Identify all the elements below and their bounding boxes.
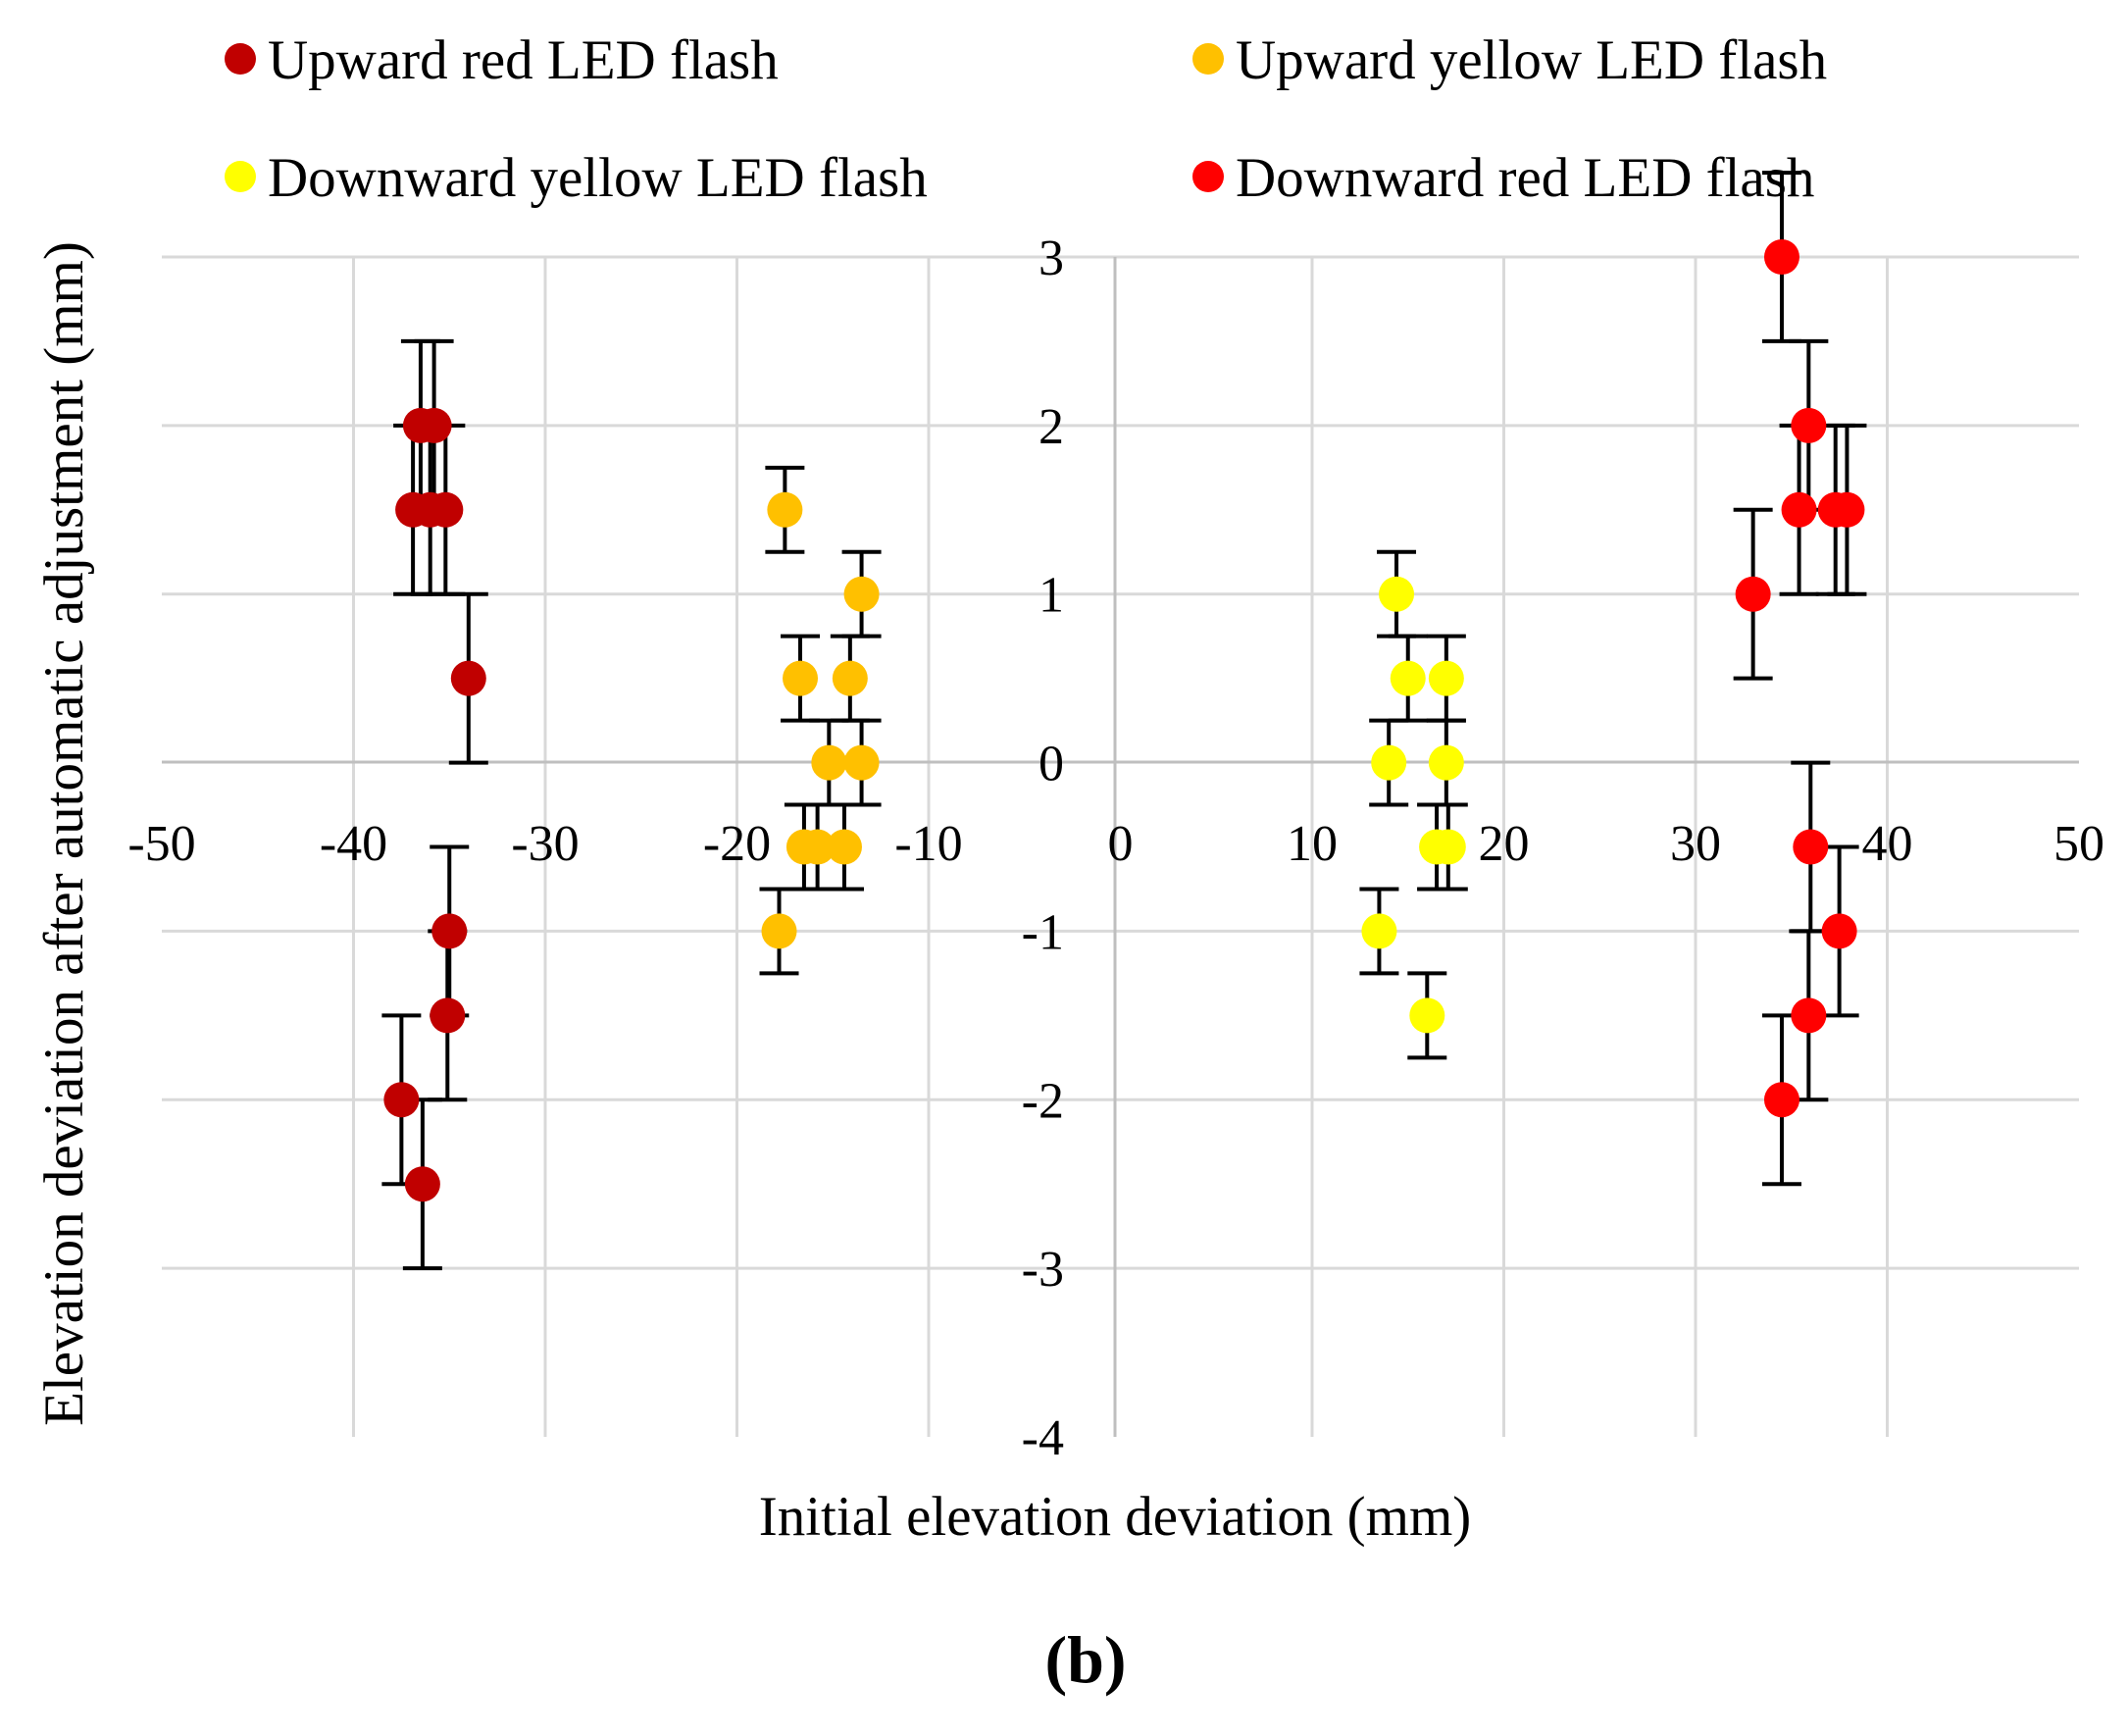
data-point: [832, 660, 868, 696]
y-tick-label: -2: [1022, 1073, 1064, 1129]
legend-item: Downward yellow LED flash: [225, 147, 928, 209]
x-tick-label: 0: [1108, 816, 1134, 872]
y-tick-label: -1: [1022, 904, 1064, 960]
x-tick-label: -10: [894, 816, 962, 872]
y-tick-label: 1: [1039, 568, 1064, 624]
data-point: [799, 829, 836, 865]
data-point: [404, 1166, 440, 1202]
x-tick-label: -40: [320, 816, 387, 872]
x-tick-label: 10: [1287, 816, 1338, 872]
panel-label: (b): [1044, 1622, 1126, 1697]
legend-item: Upward yellow LED flash: [1192, 29, 1827, 91]
data-point: [843, 576, 880, 612]
legend-item: Downward red LED flash: [1192, 147, 1814, 209]
data-point: [1829, 491, 1865, 528]
legend: Upward red LED flash Upward yellow LED fl…: [225, 29, 1827, 209]
data-point: [431, 913, 468, 949]
data-point: [1379, 576, 1415, 612]
data-point: [1409, 997, 1445, 1034]
data-point: [783, 660, 819, 696]
legend-marker: [1192, 43, 1224, 75]
x-tick-label: 50: [2053, 816, 2104, 872]
legend-label: Downward red LED flash: [1236, 147, 1814, 209]
data-point: [450, 660, 486, 696]
data-point: [1793, 829, 1829, 865]
x-tick-label: 30: [1670, 816, 1721, 872]
data-point: [416, 407, 452, 443]
y-tick-label: -3: [1022, 1242, 1064, 1298]
data-point: [843, 744, 880, 781]
data-point: [1735, 576, 1771, 612]
series-4: [1733, 171, 1867, 1187]
x-tick-label: 40: [1862, 816, 1913, 872]
data-point: [430, 997, 466, 1034]
data-point: [1390, 660, 1426, 696]
data-point: [1361, 913, 1397, 949]
y-tick-label: -4: [1022, 1410, 1064, 1466]
data-point: [1763, 1082, 1799, 1118]
legend-label: Upward yellow LED flash: [1236, 29, 1827, 91]
series-1: [381, 338, 488, 1271]
y-tick-label: 2: [1039, 399, 1064, 455]
data-point: [767, 491, 803, 528]
y-tick-labels: 3 2 1 0 -1 -2 -3 -4: [1022, 230, 1064, 1466]
data-point: [761, 913, 797, 949]
data-point: [826, 829, 862, 865]
legend-marker: [225, 161, 256, 192]
data-point: [1781, 491, 1817, 528]
data-point: [1430, 829, 1466, 865]
data-point: [1821, 913, 1857, 949]
data-point: [428, 491, 464, 528]
series-2: [759, 465, 882, 976]
data-point: [1791, 997, 1827, 1034]
x-axis-title: Initial elevation deviation (mm): [759, 1486, 1472, 1548]
data-point: [1428, 660, 1464, 696]
data-point: [1428, 744, 1464, 781]
x-tick-labels: -50 -40 -30 -20 -10 0 10 20 30 40 50: [127, 816, 2104, 872]
legend-marker: [1192, 161, 1224, 192]
legend-marker: [225, 43, 256, 75]
legend-label: Upward red LED flash: [268, 29, 779, 91]
data-point: [811, 744, 847, 781]
x-tick-label: 20: [1479, 816, 1530, 872]
data-point: [1371, 744, 1407, 781]
x-tick-label: -30: [511, 816, 579, 872]
x-tick-label: -20: [703, 816, 771, 872]
data-point: [383, 1082, 420, 1118]
y-tick-label: 0: [1039, 737, 1064, 792]
y-axis-title: Elevation deviation after automatic adju…: [33, 241, 95, 1426]
data-series: [381, 171, 1867, 1271]
legend-label: Downward yellow LED flash: [268, 147, 928, 209]
data-point: [1763, 239, 1799, 275]
y-tick-label: 3: [1039, 230, 1064, 286]
x-tick-label: -50: [127, 816, 195, 872]
series-3: [1359, 549, 1468, 1060]
data-point: [1791, 407, 1827, 443]
legend-item: Upward red LED flash: [225, 29, 779, 91]
